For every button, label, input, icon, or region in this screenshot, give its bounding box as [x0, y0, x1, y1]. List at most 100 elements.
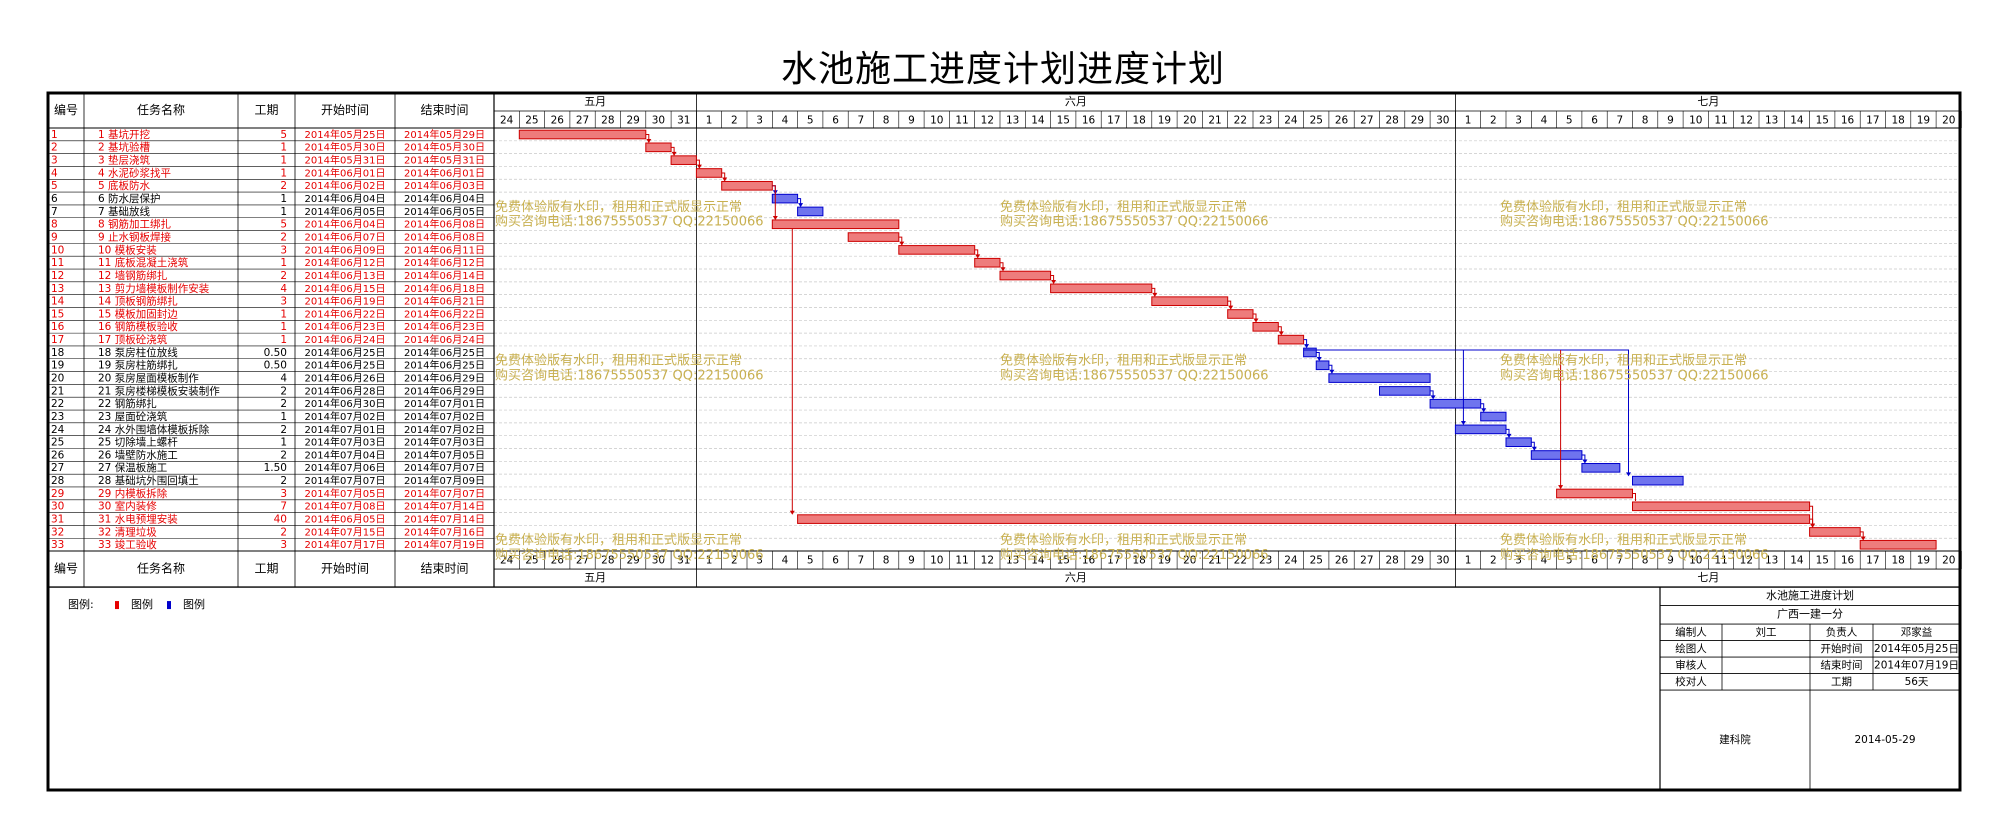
task-start: 2014年06月09日	[305, 243, 386, 256]
month-label: 七月	[1697, 95, 1719, 108]
link-arrowhead	[696, 164, 702, 169]
watermark-line2: 购买咨询电话:18675550537 QQ:22150066	[495, 367, 764, 383]
link-arrowhead	[1531, 446, 1537, 451]
info-cell: 结束时间	[1821, 658, 1863, 671]
task-name: 28 基础坑外围回填土	[98, 474, 199, 487]
task-duration: 3	[280, 539, 287, 551]
task-start: 2014年07月07日	[305, 474, 386, 487]
footer-day-label: 19	[1917, 555, 1930, 567]
footer-header-start: 开始时间	[321, 562, 369, 576]
task-id: 6	[51, 193, 58, 205]
task-start: 2014年06月02日	[305, 179, 386, 192]
legend-swatch	[167, 601, 171, 610]
gantt-bar	[1581, 463, 1621, 473]
footer-day-label: 1	[1465, 555, 1472, 567]
gantt-bar	[1632, 475, 1684, 486]
task-end: 2014年06月05日	[404, 205, 485, 218]
footer-day-label: 29	[626, 555, 639, 567]
gantt-bar	[645, 142, 672, 153]
footer-day-label: 12	[981, 555, 994, 567]
link-arrowhead	[1051, 280, 1057, 285]
task-name: 15 模板加固封边	[98, 307, 178, 320]
link-arrowhead	[975, 254, 981, 259]
link-arrowhead	[1460, 421, 1466, 426]
watermark-line1: 免费体验版有水印，租用和正式版显示正常	[1000, 532, 1247, 548]
task-start: 2014年06月04日	[305, 192, 386, 205]
task-name: 11 底板混凝土浇筑	[98, 256, 189, 269]
day-label: 17	[1866, 115, 1879, 127]
gantt-bar	[898, 245, 976, 255]
day-label: 6	[1591, 115, 1598, 127]
info-cell: 刘工	[1756, 626, 1777, 638]
day-label: 29	[626, 115, 639, 127]
task-start: 2014年06月25日	[305, 359, 386, 372]
task-name: 14 顶板钢筋绑扎	[98, 295, 178, 308]
task-start: 2014年06月05日	[305, 205, 386, 218]
link-arrowhead	[722, 177, 728, 182]
link-arrowhead	[1000, 267, 1006, 272]
info-title: 水池施工进度计划	[1766, 588, 1854, 602]
watermark-line1: 免费体验版有水印，租用和正式版显示正常	[1500, 353, 1747, 369]
task-name: 1 基坑开挖	[98, 128, 150, 141]
day-label: 5	[807, 115, 814, 127]
task-duration: 1	[280, 321, 287, 333]
day-label: 23	[1259, 115, 1272, 127]
day-label: 11	[1714, 115, 1727, 127]
footer-day-label: 9	[908, 555, 915, 567]
day-label: 2	[1490, 115, 1497, 127]
link-arrowhead	[1316, 356, 1322, 361]
task-duration: 1	[280, 411, 287, 423]
task-id: 13	[51, 283, 64, 295]
task-duration: 0.50	[264, 360, 287, 372]
footer-day-label: 20	[1942, 555, 1955, 567]
task-id: 22	[51, 398, 64, 410]
day-label: 18	[1891, 115, 1904, 127]
header-duration: 工期	[254, 103, 278, 117]
task-start: 2014年06月13日	[305, 269, 386, 282]
task-duration: 7	[280, 501, 287, 513]
info-cell: 编制人	[1675, 625, 1707, 638]
task-start: 2014年07月08日	[305, 500, 386, 513]
task-end: 2014年06月24日	[404, 333, 485, 346]
footer-day-label: 23	[1259, 555, 1272, 567]
day-label: 31	[677, 115, 690, 127]
gantt-bar	[1315, 360, 1330, 371]
task-name: 30 室内装修	[98, 500, 157, 513]
footer-day-label: 27	[1360, 555, 1373, 567]
task-name: 20 泵房屋面模板制作	[98, 371, 199, 384]
task-end: 2014年07月16日	[404, 525, 485, 538]
task-duration: 2	[280, 270, 287, 282]
day-label: 11	[955, 115, 968, 127]
day-label: 24	[1284, 115, 1298, 127]
task-id: 1	[51, 129, 58, 141]
footer-day-label: 17	[1107, 555, 1120, 567]
task-name: 12 墙钢筋绑扎	[98, 269, 168, 282]
task-id: 5	[51, 180, 58, 192]
dependency-link	[1303, 349, 1629, 476]
task-duration: 0.50	[264, 347, 287, 359]
link-arrowhead	[1506, 433, 1512, 438]
task-id: 15	[51, 308, 64, 320]
day-label: 8	[1642, 115, 1649, 127]
task-id: 32	[51, 526, 64, 538]
footer-day-label: 14	[1031, 555, 1045, 567]
watermark-line1: 免费体验版有水印，租用和正式版显示正常	[495, 199, 742, 215]
gantt-bar	[999, 270, 1052, 281]
day-label: 4	[1541, 115, 1548, 127]
info-cell: 56天	[1905, 676, 1929, 688]
task-name: 27 保温板施工	[98, 461, 167, 474]
task-name: 22 钢筋绑扎	[98, 397, 157, 410]
info-cell: 工期	[1831, 676, 1852, 688]
task-end: 2014年06月25日	[404, 346, 485, 359]
legend-label: 图例:	[68, 597, 94, 611]
link-arrowhead	[646, 139, 652, 144]
link-arrowhead	[671, 151, 677, 156]
task-end: 2014年07月03日	[404, 436, 485, 449]
task-id: 8	[51, 219, 58, 231]
link-arrowhead	[1228, 305, 1234, 310]
dependency-link	[1632, 492, 1636, 501]
day-label: 27	[1360, 115, 1373, 127]
task-start: 2014年06月24日	[305, 333, 386, 346]
link-arrowhead	[1152, 292, 1158, 297]
info-footer-date: 2014-05-29	[1854, 734, 1915, 746]
